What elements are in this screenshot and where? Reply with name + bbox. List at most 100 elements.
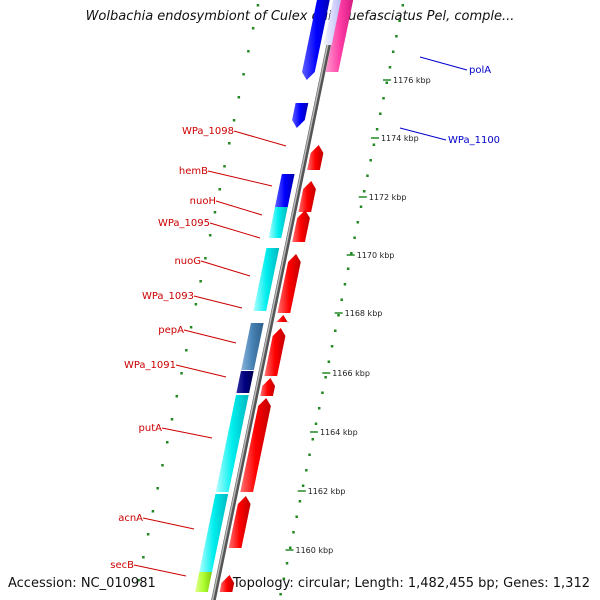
outer-ruler-dot (282, 577, 286, 580)
scale-tick-label: 1176 kbp (393, 76, 431, 85)
gene-label: hemB (179, 166, 208, 177)
outer-ruler-dot (372, 143, 376, 146)
outer-ruler-dots (279, 4, 405, 596)
map-title: Wolbachia endosymbiont of Culex quinquef… (85, 9, 515, 24)
outer-ruler-dot (308, 453, 311, 456)
outer-ruler-dot (385, 81, 388, 84)
inner-ruler-dot (199, 280, 202, 283)
scale-tick-label: 1160 kbp (295, 546, 333, 555)
inner-ruler-dot (142, 556, 145, 559)
forward-cds-arrow (275, 315, 289, 323)
inner-ruler-dot (161, 464, 164, 467)
outer-ruler-dot (285, 562, 289, 565)
topology-label: Topology: circular; Length: 1,482,455 bp… (232, 576, 590, 591)
lavender-cds-bar (323, 0, 341, 45)
outer-ruler-dot (340, 298, 343, 301)
forward-cds-arrow (292, 210, 310, 242)
inner-ruler-dot (256, 4, 260, 7)
label-leader (133, 564, 187, 577)
inner-ruler-dot (204, 257, 207, 260)
forward-cds-arrow (260, 378, 276, 396)
inner-ruler-dot (213, 211, 217, 214)
outer-ruler-dot (356, 221, 360, 224)
forward-cds-arrow (240, 398, 271, 492)
label-leader (419, 56, 468, 71)
WPa_1091-cds-arrow (236, 371, 254, 393)
pink-cds-bar (325, 0, 354, 72)
scale-tick-label: 1172 kbp (369, 193, 407, 202)
accession-label: Accession: NC_010981 (8, 576, 156, 591)
outer-ruler-dot (295, 515, 298, 518)
outer-ruler-dot (314, 422, 318, 425)
backbone-highlight (211, 0, 338, 600)
inner-ruler-dot (228, 142, 231, 145)
inner-ruler-dot (218, 188, 221, 191)
forward-cds-arrow (264, 328, 286, 376)
scale-tick-label: 1168 kbp (345, 309, 383, 318)
outer-ruler-dot (362, 190, 366, 193)
scale-tick-label: 1166 kbp (332, 369, 370, 378)
label-leader (215, 200, 263, 216)
outer-ruler-dot (343, 283, 347, 286)
outer-ruler-dot (321, 391, 324, 394)
outer-ruler-dot (353, 236, 356, 239)
inner-ruler-dot (185, 349, 188, 352)
inner-ruler-dot (247, 50, 250, 53)
inner-ruler-dot (156, 487, 159, 490)
gene-label: secB (110, 560, 134, 571)
scale-tick-label: 1162 kbp (308, 487, 346, 496)
inner-ruler-dot (194, 303, 198, 306)
outer-ruler-dot (350, 252, 353, 255)
inner-ruler-dot (237, 96, 241, 99)
label-leader (200, 260, 251, 277)
outer-ruler-dot (311, 438, 315, 441)
gene-label: nuoH (190, 196, 216, 207)
outer-ruler-dot (369, 159, 372, 162)
inner-ruler-dot (208, 234, 212, 237)
outer-ruler-dot (298, 500, 302, 503)
gene-label: acnA (118, 513, 143, 524)
forward-cds-arrow (277, 254, 301, 313)
inner-ruler-dot (170, 418, 174, 421)
outer-ruler-dot (395, 35, 398, 38)
gene-label: WPa_1095 (158, 218, 210, 229)
polA-cds-arrow (302, 0, 330, 80)
label-leader (193, 295, 243, 309)
WPa_1100-cds-arrow (292, 103, 309, 128)
outer-ruler-dot (382, 97, 385, 100)
outer-ruler-dot (334, 329, 337, 332)
gene-label: polA (469, 65, 491, 76)
label-leader (142, 517, 195, 530)
gene-label: WPa_1100 (448, 135, 500, 146)
outer-ruler-dot (337, 314, 340, 317)
gene-label: WPa_1091 (124, 360, 176, 371)
label-leader (233, 130, 287, 147)
feature-track (195, 0, 354, 592)
outer-ruler-dot (375, 128, 379, 131)
feature-labels: WPa_1098 hemB nuoH WPa_1095 nuoG WPa_1093 pepA… (110, 56, 500, 577)
gene-label: WPa_1093 (142, 291, 194, 302)
inner-ruler-dot (146, 533, 150, 536)
forward-cds-arrow (219, 575, 235, 592)
outer-ruler-dot (401, 4, 405, 7)
gene-label: WPa_1098 (182, 126, 234, 137)
scale-tick-label: 1170 kbp (357, 251, 395, 260)
label-leader (399, 127, 447, 141)
scale-ticks: 1160 kbp 1162 kbp 1164 kbp 1166 kbp 1168 kbp… (285, 76, 431, 555)
forward-cds-arrow (228, 496, 251, 548)
gene-label: pepA (158, 325, 184, 336)
genome-backbone (211, 0, 341, 600)
inner-ruler-dot (242, 73, 245, 76)
acnA-cds-arrow (199, 494, 229, 572)
outer-ruler-dot (388, 66, 392, 69)
gene-label: putA (139, 423, 163, 434)
outer-ruler-dot (398, 19, 401, 22)
inner-ruler-dot (251, 27, 255, 30)
outer-ruler-dot (379, 112, 382, 115)
inner-ruler-dot (232, 119, 236, 122)
secB-cds-arrow (195, 572, 212, 592)
outer-ruler-dot (327, 360, 331, 363)
hemB-cds-arrow (274, 174, 295, 207)
outer-ruler-dot (346, 267, 350, 270)
